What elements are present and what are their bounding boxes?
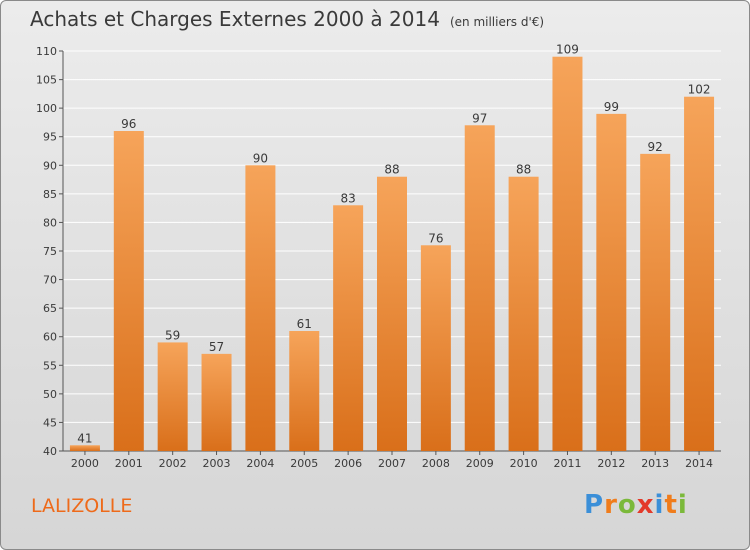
chart-title-text: Achats et Charges Externes 2000 à 2014	[30, 7, 440, 31]
y-tick-label: 65	[43, 302, 57, 315]
x-tick-label: 2000	[71, 457, 99, 470]
bar-value-label: 97	[472, 111, 487, 125]
bar	[552, 56, 583, 451]
bar-value-label: 99	[604, 100, 619, 114]
bar-value-label: 90	[253, 151, 268, 165]
x-tick-label: 2007	[378, 457, 406, 470]
chart-unit: (en milliers d'€)	[449, 15, 545, 29]
proxiti-logo[interactable]: Proxiti	[584, 490, 688, 520]
x-tick-label: 2001	[115, 457, 143, 470]
x-tick-label: 2006	[334, 457, 362, 470]
x-tick-label: 2013	[641, 457, 669, 470]
logo-letter: P	[584, 490, 605, 520]
bar-value-label: 96	[121, 117, 136, 131]
x-tick-label: 2011	[553, 457, 581, 470]
bar-value-label: 76	[428, 231, 443, 245]
bar	[464, 125, 495, 452]
x-tick-label: 2010	[510, 457, 538, 470]
y-tick-label: 100	[36, 102, 57, 115]
bar	[508, 176, 539, 451]
bar-value-label: 88	[516, 163, 531, 177]
y-tick-label: 70	[43, 274, 57, 287]
bar	[289, 331, 320, 451]
logo-letter: x	[636, 490, 655, 520]
y-tick-label: 45	[43, 416, 57, 429]
y-tick-label: 110	[36, 45, 57, 58]
y-tick-label: 105	[36, 74, 57, 87]
logo-letter: r	[604, 490, 618, 520]
bar-value-label: 109	[556, 43, 579, 57]
x-tick-label: 2009	[466, 457, 494, 470]
bar-value-label: 61	[297, 317, 312, 331]
x-tick-label: 2003	[203, 457, 231, 470]
y-tick-label: 55	[43, 359, 57, 372]
bar	[113, 131, 144, 451]
bar	[201, 353, 232, 451]
logo-letter: o	[617, 490, 637, 520]
labels: 40 45 50 55 60 65 70 75 80 85 90 95 100 105 110 41 2000 9…	[36, 43, 713, 470]
y-tick-label: 75	[43, 245, 57, 258]
bar	[596, 113, 627, 451]
bar-value-label: 59	[165, 328, 180, 342]
x-tick-label: 2012	[597, 457, 625, 470]
y-tick-label: 50	[43, 388, 57, 401]
bar	[420, 245, 451, 451]
bar	[640, 153, 671, 451]
x-tick-label: 2002	[159, 457, 187, 470]
bars	[69, 56, 715, 452]
bar	[157, 342, 188, 451]
bar-value-label: 41	[77, 431, 92, 445]
bar-value-label: 88	[384, 163, 399, 177]
bar	[69, 445, 100, 451]
y-tick-label: 80	[43, 216, 57, 229]
y-tick-label: 85	[43, 188, 57, 201]
bar-value-label: 57	[209, 340, 224, 354]
bar	[377, 176, 407, 451]
bar-value-label: 102	[688, 83, 711, 97]
y-tick-label: 90	[43, 159, 57, 172]
bar	[333, 205, 364, 451]
chart-title: Achats et Charges Externes 2000 à 2014 (e…	[30, 7, 544, 31]
bar-value-label: 83	[340, 191, 355, 205]
location-name: LALIZOLLE	[31, 495, 133, 517]
bar	[245, 165, 276, 452]
x-tick-label: 2008	[422, 457, 450, 470]
x-tick-label: 2014	[685, 457, 713, 470]
logo-letter: t	[664, 490, 678, 520]
x-tick-label: 2005	[290, 457, 318, 470]
bar	[684, 96, 715, 451]
y-tick-label: 40	[43, 445, 57, 458]
y-tick-label: 95	[43, 131, 57, 144]
logo-letter: i	[654, 490, 665, 520]
bar-value-label: 92	[648, 140, 663, 154]
y-tick-label: 60	[43, 331, 57, 344]
logo-letter: i	[677, 490, 688, 520]
x-tick-label: 2004	[246, 457, 274, 470]
